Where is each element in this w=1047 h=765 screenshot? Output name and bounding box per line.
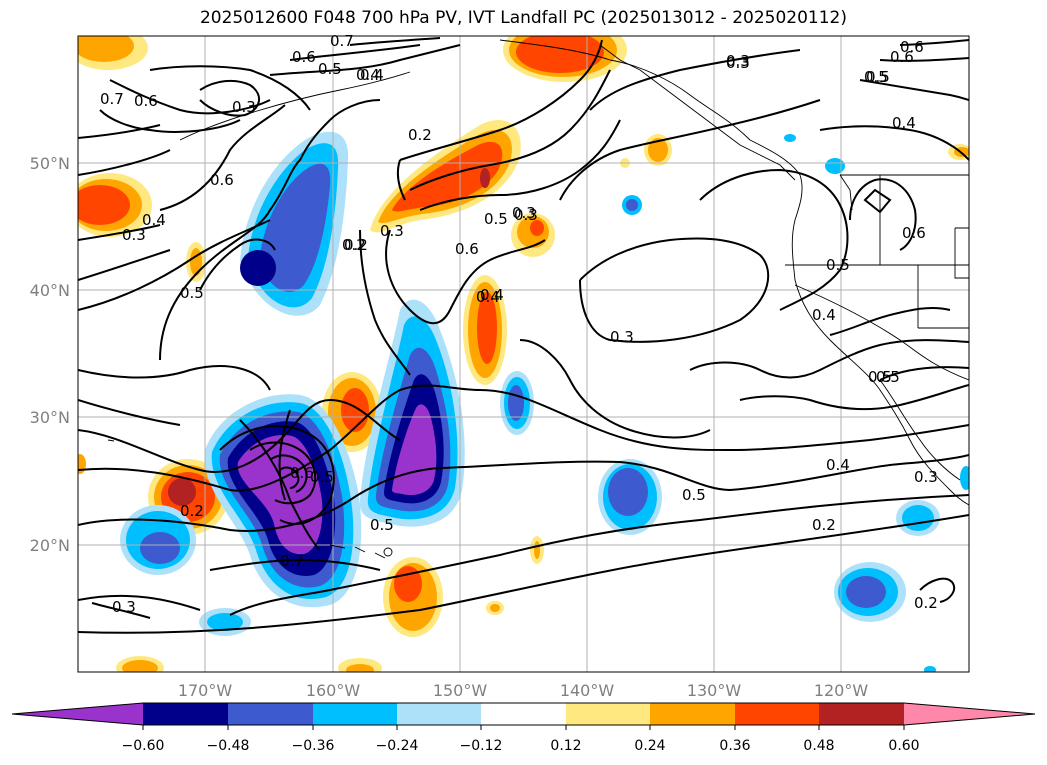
contour-label: 0.3 [512,204,536,222]
colorbar-swatch [143,703,228,725]
contour-label: 0.2 [180,502,204,520]
colorbar-tick-label: 0.12 [550,738,581,754]
contour-label: 0.4 [356,66,380,84]
contour-label: 0.5 [876,368,900,386]
lon-label-120w: 120°W [814,681,869,700]
coastlines [107,39,969,559]
contour-label: 0.3 [726,52,750,70]
contour-label: 0.4 [826,456,850,474]
colorbar-swatch [904,703,1035,725]
contour-label: 0.6 [900,38,924,56]
colorbar-swatch [819,703,904,725]
contour-label: 0.2 [408,126,432,144]
contour-label: 0.7 [100,90,124,108]
anomaly-east-negative [359,299,465,527]
colorbar-tick-label: 0.60 [888,738,919,754]
contour-label: 0.5 [180,284,204,302]
longitude-labels: 170°W 160°W 150°W 140°W 130°W 120°W [178,681,869,700]
anomaly-northwest-negative [240,131,349,316]
contour-label: 0.3 [514,206,538,224]
contour-label: 0.4 [476,288,500,306]
colorbar-swatch [313,703,397,725]
contour-label: 0.4 [480,286,504,304]
contour-label: 0.3 [112,598,136,616]
contour-label: 0.3 [726,54,750,72]
map-frame [77,35,970,673]
contour-label: 0.4 [812,306,836,324]
anomaly-left-positive [78,173,152,237]
lon-label-130w: 130°W [687,681,742,700]
contour-label: 0.6 [290,464,314,482]
colorbar-tick-label: −0.60 [122,738,165,754]
contour-label: 0.3 [380,222,404,240]
contour-label: 0.7 [280,552,304,570]
lat-label-20n: 20°N [30,536,70,555]
contour-label: 0.6 [134,92,158,110]
contour-label: 0.5 [682,486,706,504]
map-title: 2025012600 F048 700 hPa PV, IVT Landfall… [199,8,847,28]
contour-label: 0.4 [142,211,166,229]
colorbar-tick-label: 0.36 [719,738,750,754]
contour-label: 0.5 [310,468,334,486]
contour-label: 0.5 [868,368,892,386]
lon-label-150w: 150°W [433,681,488,700]
pv-contours [78,37,969,634]
contour-label: 0.4 [360,66,384,84]
anomaly-topleft-positive [78,36,148,70]
contour-label: 0.5 [826,256,850,274]
contour-label: 0.4 [892,114,916,132]
contour-label: 0.5 [370,516,394,534]
lat-label-30n: 30°N [30,408,70,427]
lon-label-160w: 160°W [306,681,361,700]
contour-labels: 0.7 0.6 0.5 0.4 0.3 0.2 0.6 0.7 0.6 0.5 … [100,32,938,616]
contour-label: 0.7 [330,32,354,50]
map-background [78,36,969,672]
contour-label: 0.6 [292,48,316,66]
contour-label: 0.6 [455,240,479,258]
contour-label: 0.6 [210,171,234,189]
contour-label: 0.5 [866,68,890,86]
lat-label-40n: 40°N [30,281,70,300]
contour-label: 0.2 [342,236,366,254]
contour-label: 0.6 [890,48,914,66]
contour-label: 0.5 [484,210,508,228]
colorbar-swatch [650,703,735,725]
colorbar-tick-label: −0.24 [376,738,419,754]
colorbar-swatch [397,703,481,725]
colorbar-swatch [735,703,819,725]
colorbar-swatch [481,703,566,725]
contour-label: 0.5 [864,68,888,86]
colorbar: −0.60 −0.48 −0.36 −0.24 −0.12 0.12 0.24 … [11,702,1036,754]
contour-label: 0.3 [122,226,146,244]
lon-label-170w: 170°W [178,681,233,700]
colorbar-tick-label: −0.36 [292,738,335,754]
colorbar-tick-label: 0.48 [803,738,834,754]
lon-label-140w: 140°W [560,681,615,700]
contour-label: 0.6 [902,224,926,242]
latitude-labels: 50°N 40°N 30°N 20°N [30,154,70,555]
contour-label: 0.2 [812,516,836,534]
lat-label-50n: 50°N [30,154,70,173]
shaded-anomalies [78,36,969,672]
anomaly-central-positive [463,275,507,385]
colorbar-swatch [566,703,650,725]
colorbar-tick-label: 0.24 [634,738,665,754]
contour-label: 0.2 [344,236,368,254]
contour-label: 0.3 [610,328,634,346]
colorbar-tick-label: −0.48 [207,738,250,754]
contour-label: 0.5 [318,60,342,78]
colorbar-swatch [12,703,143,725]
contour-label: 0.3 [914,468,938,486]
contour-label: 0.3 [232,98,256,116]
graticule [78,36,969,672]
colorbar-tick-label: −0.12 [460,738,503,754]
contour-label: 0.2 [914,594,938,612]
colorbar-swatch [228,703,313,725]
